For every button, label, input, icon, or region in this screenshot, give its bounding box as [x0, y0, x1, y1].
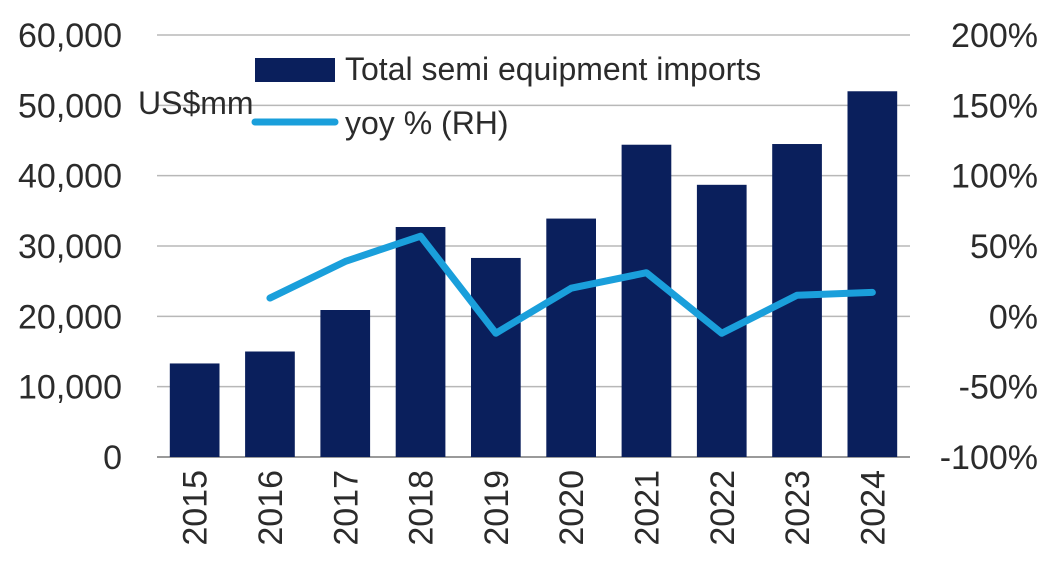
right-y-axis: -100% -50% 0% 50% 100% 150% 200% [940, 17, 1038, 477]
x-tick-label: 2022 [704, 470, 742, 546]
bar [471, 257, 521, 457]
left-axis-unit-label: US$mm [138, 85, 254, 121]
legend-line-label: yoy % (RH) [345, 105, 509, 141]
legend: Total semi equipment imports yoy % (RH) [251, 51, 761, 141]
right-y-tick-label: 200% [951, 17, 1038, 55]
bar [395, 227, 446, 457]
right-y-tick-label: 50% [970, 228, 1038, 266]
left-y-tick-label: 60,000 [18, 17, 122, 55]
x-axis: 2015 2016 2017 2018 2019 2020 2021 2022 2023 2024 [177, 470, 893, 546]
x-tick-label: 2017 [327, 470, 365, 546]
x-tick-label: 2016 [252, 470, 290, 546]
legend-bar-swatch [255, 58, 335, 82]
left-y-tick-label: 10,000 [18, 369, 122, 407]
left-y-tick-label: 40,000 [18, 158, 122, 196]
bar-series [169, 91, 898, 458]
x-tick-label: 2021 [628, 470, 666, 546]
x-tick-label: 2019 [478, 470, 516, 546]
left-y-tick-label: 20,000 [18, 298, 122, 336]
bar [320, 310, 371, 457]
bar [245, 351, 295, 457]
right-y-tick-label: -100% [940, 439, 1038, 477]
yoy-line [266, 232, 876, 337]
left-y-axis: 0 10,000 20,000 30,000 40,000 50,000 60,000 [18, 17, 122, 477]
right-y-tick-label: -50% [959, 369, 1038, 407]
bar [847, 91, 898, 458]
x-tick-label: 2018 [403, 470, 441, 546]
bar [621, 144, 672, 457]
legend-bar-label: Total semi equipment imports [345, 51, 761, 87]
right-y-tick-label: 100% [951, 158, 1038, 196]
x-tick-label: 2024 [854, 470, 892, 546]
bar [169, 363, 220, 457]
left-y-tick-label: 50,000 [18, 87, 122, 125]
right-y-tick-label: 150% [951, 87, 1038, 125]
line-series [266, 232, 876, 337]
left-y-tick-label: 0 [103, 439, 122, 477]
bar [546, 218, 596, 457]
x-tick-label: 2023 [779, 470, 817, 546]
right-y-tick-label: 0% [989, 298, 1038, 336]
x-tick-label: 2020 [553, 470, 591, 546]
x-tick-label: 2015 [177, 470, 215, 546]
left-y-tick-label: 30,000 [18, 228, 122, 266]
